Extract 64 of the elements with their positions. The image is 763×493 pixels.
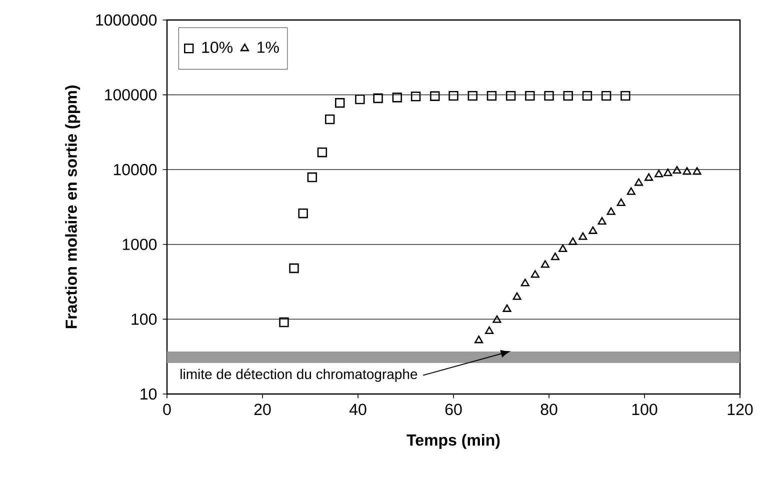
- point: [563, 90, 573, 101]
- point: [598, 217, 606, 225]
- point: [578, 232, 588, 240]
- point: [568, 237, 578, 245]
- band-label: limite de détection du chromatographe: [180, 368, 418, 382]
- point: [588, 226, 598, 234]
- y-axis-title: Fraction molaire en sortie (ppm): [65, 86, 80, 328]
- x-tick-label: 20: [254, 404, 271, 416]
- y-tick-label: 1000: [122, 238, 157, 250]
- point: [582, 90, 592, 101]
- point: [307, 172, 318, 182]
- x-axis-title: Temps (min): [406, 434, 500, 449]
- point: [298, 208, 308, 218]
- legend-label: 1%: [258, 42, 279, 53]
- point: [373, 93, 383, 104]
- point: [335, 98, 345, 108]
- point: [474, 336, 484, 344]
- y-tick-label: 1000000: [96, 14, 157, 26]
- point: [654, 170, 664, 178]
- x-tick-label: 120: [728, 404, 753, 416]
- x-tick-label: 0: [163, 404, 171, 416]
- point: [506, 90, 516, 101]
- point: [355, 94, 365, 104]
- point: [626, 187, 636, 195]
- point: [634, 178, 644, 186]
- y-tick-label: 10: [140, 388, 157, 400]
- point: [616, 198, 626, 206]
- point: [540, 260, 550, 268]
- point: [289, 263, 299, 274]
- point: [492, 315, 502, 323]
- point: [601, 90, 612, 101]
- point: [530, 270, 540, 278]
- point: [620, 90, 630, 101]
- y-tick-label: 10000: [114, 164, 157, 176]
- x-tick-label: 80: [540, 404, 558, 416]
- x-tick-label: 40: [349, 404, 366, 416]
- point: [279, 317, 289, 328]
- point: [485, 326, 494, 334]
- point: [664, 168, 672, 176]
- point: [502, 304, 512, 312]
- x-tick-label: 60: [445, 404, 462, 416]
- point: [448, 90, 458, 101]
- point: [324, 114, 335, 124]
- y-tick-label: 100: [132, 314, 157, 325]
- point: [525, 90, 535, 101]
- x-tick-label: 100: [632, 404, 658, 416]
- point: [392, 92, 402, 102]
- point: [430, 91, 440, 101]
- point: [606, 207, 616, 215]
- point: [672, 166, 682, 174]
- y-tick-label: 100000: [105, 89, 157, 100]
- legend-label: 10%: [202, 42, 233, 53]
- point: [682, 167, 692, 175]
- point: [520, 278, 530, 286]
- point: [468, 90, 478, 101]
- point: [644, 173, 654, 181]
- point: [558, 244, 568, 252]
- point: [486, 90, 497, 101]
- point: [544, 90, 554, 101]
- point: [410, 92, 421, 102]
- point: [550, 252, 560, 260]
- point: [512, 292, 522, 300]
- point: [317, 148, 328, 158]
- point: [692, 167, 702, 175]
